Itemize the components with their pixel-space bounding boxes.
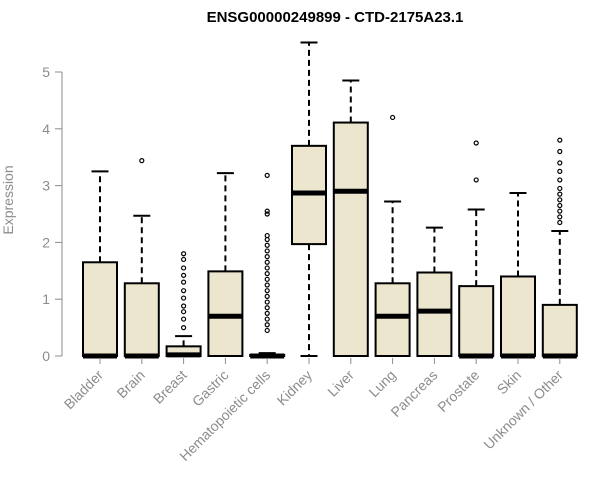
outlier-point [473, 177, 479, 183]
box-body [416, 271, 453, 357]
box-group [374, 114, 411, 357]
box-group [291, 41, 327, 357]
box-group [82, 170, 118, 359]
outlier-point [264, 322, 270, 328]
outlier-point [557, 148, 563, 155]
box-group [541, 137, 578, 359]
outlier-point [557, 202, 563, 209]
outlier-point [264, 259, 270, 265]
box-body [500, 275, 536, 358]
x-tick-label: Kidney [274, 367, 316, 409]
x-tick-label: Liver [324, 367, 357, 400]
outlier-point [557, 168, 563, 174]
outlier-point [264, 288, 270, 294]
outlier-point [557, 191, 563, 197]
box-group [165, 251, 202, 358]
boxes-layer [82, 41, 578, 359]
y-tick-label: 1 [42, 291, 50, 307]
x-tick-label: Unknown / Other [480, 367, 566, 453]
x-tick-label: Brain [113, 367, 147, 401]
outlier-point [557, 219, 563, 226]
outlier-point [181, 295, 187, 301]
box-group [458, 140, 495, 359]
y-axis: 0 1 2 3 4 5 [42, 64, 63, 364]
outlier-point [557, 214, 563, 220]
y-axis-label: Expression [0, 165, 16, 234]
outlier-point [181, 325, 187, 331]
outlier-point [264, 208, 270, 214]
y-tick-label: 2 [42, 234, 50, 250]
outlier-point [264, 172, 270, 178]
outlier-point [264, 265, 270, 271]
outlier-point [390, 114, 396, 121]
x-tick-label: Prostate [434, 367, 482, 415]
outlier-point [181, 288, 187, 294]
outlier-point [264, 211, 270, 217]
outlier-point [264, 299, 270, 305]
outlier-point [264, 282, 270, 288]
box-group [332, 79, 369, 357]
y-tick-label: 0 [42, 348, 50, 364]
box-body [332, 121, 369, 357]
outlier-point [181, 279, 187, 285]
outlier-point [557, 208, 563, 214]
outlier-point [264, 276, 270, 282]
chart-title: ENSG00000249899 - CTD-2175A23.1 [207, 9, 464, 26]
outlier-point [557, 197, 563, 203]
outlier-point [264, 254, 270, 260]
outlier-point [557, 160, 563, 166]
y-tick-label: 3 [42, 178, 50, 194]
outlier-point [181, 251, 187, 257]
y-tick-label: 5 [42, 64, 50, 80]
x-tick-label: Skin [494, 367, 525, 398]
outlier-point [264, 271, 270, 277]
box-group [207, 172, 244, 358]
outlier-point [139, 158, 145, 164]
x-tick-label: Breast [150, 367, 190, 407]
outlier-point [181, 265, 187, 271]
box-body [82, 261, 118, 357]
x-tick-label: Bladder [61, 367, 107, 413]
outlier-point [264, 293, 270, 299]
box-group [416, 226, 453, 357]
outlier-point [557, 185, 563, 192]
outlier-point [181, 272, 187, 278]
y-tick-label: 4 [42, 121, 50, 137]
outlier-point [264, 232, 270, 239]
outlier-point [264, 316, 270, 322]
box-body [123, 282, 160, 357]
outlier-point [264, 310, 270, 316]
outlier-point [264, 305, 270, 311]
outlier-point [264, 242, 270, 248]
outlier-point [473, 140, 479, 146]
outlier-point [264, 327, 270, 334]
box-body [374, 282, 411, 357]
outlier-point [557, 137, 563, 143]
box-group [500, 191, 536, 359]
outlier-point [181, 309, 187, 315]
outlier-point [264, 248, 270, 254]
outlier-point [181, 303, 187, 309]
box-group [249, 172, 286, 359]
box-body [541, 303, 578, 358]
box-body [207, 270, 244, 358]
box-body [458, 285, 495, 357]
x-tick-label: Lung [365, 367, 398, 400]
box-group [123, 158, 160, 359]
outlier-point [181, 256, 187, 263]
outlier-point [557, 177, 563, 183]
outlier-point [181, 316, 187, 322]
